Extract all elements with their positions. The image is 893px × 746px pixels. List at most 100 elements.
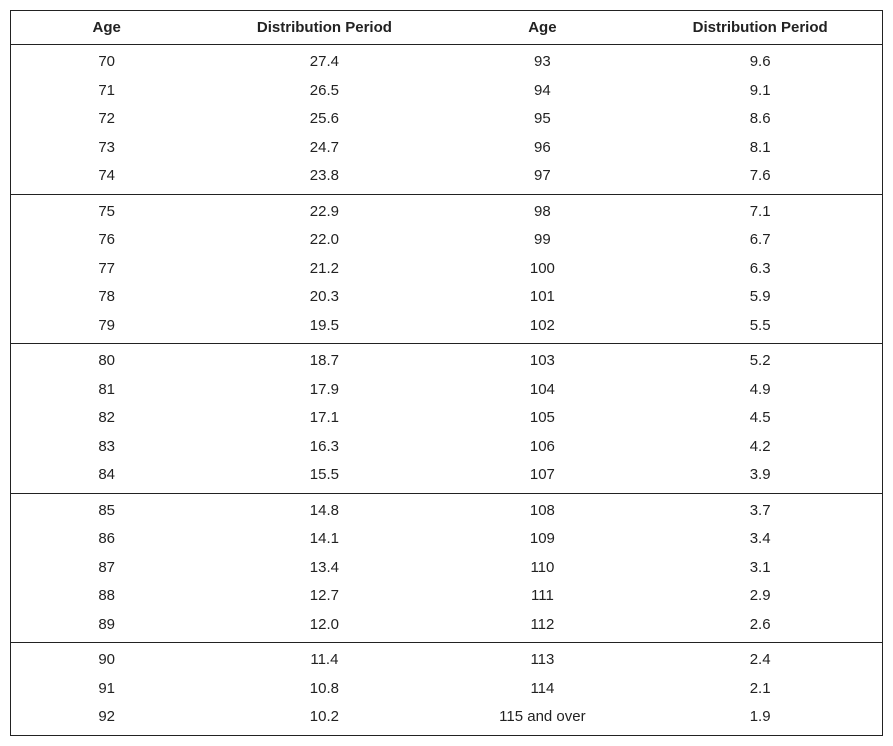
dist-cell: 1.9: [638, 703, 882, 735]
dist-cell: 3.9: [638, 461, 882, 493]
dist-cell: 12.0: [202, 611, 446, 643]
dist-cell: 2.9: [638, 582, 882, 611]
age-cell: 92: [11, 703, 203, 735]
age-cell: 108: [446, 493, 638, 525]
age-cell: 90: [11, 643, 203, 675]
dist-cell: 22.0: [202, 226, 446, 255]
age-cell: 96: [446, 134, 638, 163]
dist-cell: 24.7: [202, 134, 446, 163]
age-cell: 103: [446, 344, 638, 376]
table-row: 7622.0996.7: [11, 226, 883, 255]
dist-cell: 4.2: [638, 433, 882, 462]
table-row: 8713.41103.1: [11, 554, 883, 583]
age-cell: 105: [446, 404, 638, 433]
table-row: 9011.41132.4: [11, 643, 883, 675]
age-cell: 80: [11, 344, 203, 376]
header-dist-left: Distribution Period: [202, 11, 446, 45]
dist-cell: 20.3: [202, 283, 446, 312]
dist-cell: 23.8: [202, 162, 446, 194]
table-row: 9210.2115 and over1.9: [11, 703, 883, 735]
age-cell: 93: [446, 45, 638, 77]
dist-cell: 8.6: [638, 105, 882, 134]
age-cell: 115 and over: [446, 703, 638, 735]
age-cell: 79: [11, 312, 203, 344]
age-cell: 77: [11, 255, 203, 284]
age-cell: 98: [446, 194, 638, 226]
age-cell: 74: [11, 162, 203, 194]
table-row: 7919.51025.5: [11, 312, 883, 344]
dist-cell: 6.3: [638, 255, 882, 284]
table-row: 8316.31064.2: [11, 433, 883, 462]
table-row: 7820.31015.9: [11, 283, 883, 312]
table-row: 8415.51073.9: [11, 461, 883, 493]
dist-cell: 14.8: [202, 493, 446, 525]
age-cell: 73: [11, 134, 203, 163]
age-cell: 104: [446, 376, 638, 405]
dist-cell: 2.1: [638, 675, 882, 704]
table-row: 8018.71035.2: [11, 344, 883, 376]
age-cell: 82: [11, 404, 203, 433]
dist-cell: 16.3: [202, 433, 446, 462]
table-row: 9110.81142.1: [11, 675, 883, 704]
age-cell: 85: [11, 493, 203, 525]
age-cell: 76: [11, 226, 203, 255]
dist-cell: 7.6: [638, 162, 882, 194]
age-cell: 95: [446, 105, 638, 134]
age-cell: 97: [446, 162, 638, 194]
age-cell: 94: [446, 77, 638, 106]
dist-cell: 10.2: [202, 703, 446, 735]
age-cell: 113: [446, 643, 638, 675]
table-row: 7324.7968.1: [11, 134, 883, 163]
dist-cell: 18.7: [202, 344, 446, 376]
age-cell: 88: [11, 582, 203, 611]
dist-cell: 17.9: [202, 376, 446, 405]
age-cell: 110: [446, 554, 638, 583]
table-row: 7126.5949.1: [11, 77, 883, 106]
dist-cell: 11.4: [202, 643, 446, 675]
header-age-right: Age: [446, 11, 638, 45]
table-row: 8912.01122.6: [11, 611, 883, 643]
age-cell: 71: [11, 77, 203, 106]
table-row: 7027.4939.6: [11, 45, 883, 77]
age-cell: 99: [446, 226, 638, 255]
dist-cell: 25.6: [202, 105, 446, 134]
age-cell: 109: [446, 525, 638, 554]
dist-cell: 5.2: [638, 344, 882, 376]
age-cell: 78: [11, 283, 203, 312]
age-cell: 111: [446, 582, 638, 611]
distribution-table: Age Distribution Period Age Distribution…: [10, 10, 883, 736]
table-row: 8614.11093.4: [11, 525, 883, 554]
age-cell: 101: [446, 283, 638, 312]
dist-cell: 15.5: [202, 461, 446, 493]
header-age-left: Age: [11, 11, 203, 45]
dist-cell: 21.2: [202, 255, 446, 284]
dist-cell: 4.5: [638, 404, 882, 433]
dist-cell: 12.7: [202, 582, 446, 611]
age-cell: 106: [446, 433, 638, 462]
age-cell: 89: [11, 611, 203, 643]
age-cell: 70: [11, 45, 203, 77]
dist-cell: 27.4: [202, 45, 446, 77]
dist-cell: 3.1: [638, 554, 882, 583]
table-row: 7423.8977.6: [11, 162, 883, 194]
dist-cell: 17.1: [202, 404, 446, 433]
age-cell: 75: [11, 194, 203, 226]
age-cell: 86: [11, 525, 203, 554]
age-cell: 91: [11, 675, 203, 704]
table-row: 7721.21006.3: [11, 255, 883, 284]
dist-cell: 5.5: [638, 312, 882, 344]
dist-cell: 10.8: [202, 675, 446, 704]
table-row: 7225.6958.6: [11, 105, 883, 134]
age-cell: 83: [11, 433, 203, 462]
dist-cell: 6.7: [638, 226, 882, 255]
dist-cell: 14.1: [202, 525, 446, 554]
dist-cell: 2.4: [638, 643, 882, 675]
age-cell: 107: [446, 461, 638, 493]
dist-cell: 8.1: [638, 134, 882, 163]
dist-cell: 2.6: [638, 611, 882, 643]
dist-cell: 19.5: [202, 312, 446, 344]
header-dist-right: Distribution Period: [638, 11, 882, 45]
age-cell: 72: [11, 105, 203, 134]
dist-cell: 9.6: [638, 45, 882, 77]
dist-cell: 3.7: [638, 493, 882, 525]
